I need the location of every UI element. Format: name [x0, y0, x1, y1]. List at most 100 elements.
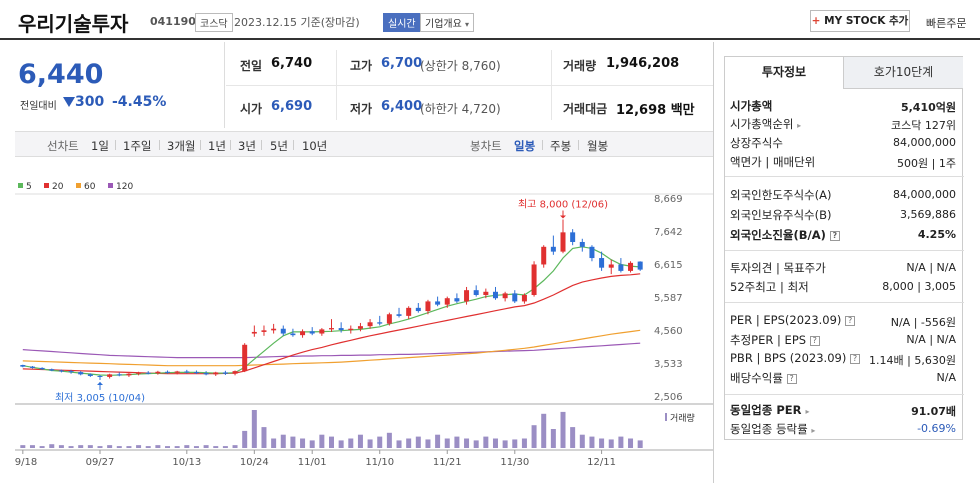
- volume-bar: [541, 413, 547, 448]
- range-weekly[interactable]: 주봉: [550, 139, 572, 153]
- volume-bar: [20, 445, 26, 448]
- volume-bar: [271, 438, 277, 448]
- candle-body: [367, 322, 373, 327]
- candle-body: [454, 298, 460, 302]
- volume-bar: [531, 425, 537, 448]
- range-3y[interactable]: 3년: [238, 139, 256, 153]
- right-divider: [713, 42, 714, 483]
- w52-low-label: 최저: [787, 280, 809, 294]
- volume-bar: [608, 439, 614, 448]
- range-monthly[interactable]: 월봉: [587, 139, 609, 153]
- volume-bar: [203, 445, 209, 448]
- range-1d[interactable]: 1일: [91, 139, 109, 153]
- volume-bar: [193, 446, 199, 448]
- candle-body: [290, 333, 296, 336]
- foreign-limit-label: 외국인한도주식수(A): [730, 188, 832, 202]
- prev-close-label: 전일: [240, 59, 263, 73]
- low-arrow-head: [96, 381, 103, 385]
- range-1w[interactable]: 1주일: [123, 139, 152, 153]
- volume-bar: [415, 436, 421, 448]
- realtime-button[interactable]: 실시간: [383, 13, 421, 32]
- low-annotation: 최저 3,005 (10/04): [55, 392, 145, 404]
- fast-order-link[interactable]: 빠른주문: [926, 17, 967, 30]
- range-10y[interactable]: 10년: [302, 139, 328, 153]
- eps-label: EPS(2023.09): [763, 313, 842, 327]
- volume-bar: [521, 438, 527, 448]
- cap-rank-label-wrap[interactable]: 시가총액순위 ▸: [730, 116, 801, 132]
- legend-swatch-20: [44, 183, 49, 188]
- candle-body: [222, 372, 228, 374]
- volume-bar: [49, 444, 55, 448]
- tab-quote-10[interactable]: 호가10단계: [844, 57, 963, 89]
- pbr-label: PBR: [730, 351, 753, 365]
- candle-body: [521, 294, 527, 302]
- candle-body: [386, 314, 392, 324]
- range-sep: [261, 140, 262, 150]
- target-label: 목표주가: [783, 261, 826, 275]
- volume-bar: [589, 436, 595, 448]
- w52-low-value: 3,005: [924, 280, 957, 293]
- open-label: 시가: [240, 102, 263, 116]
- help-icon[interactable]: ?: [809, 335, 820, 346]
- panel-divider: [725, 250, 964, 251]
- sector-rate-label-wrap[interactable]: 동일업종 등락률 ▸: [730, 421, 815, 437]
- w52-value: 8,000 | 3,005: [882, 280, 956, 293]
- volume-bar: [87, 445, 93, 448]
- candle-body: [155, 371, 161, 374]
- volume-bar: [29, 445, 35, 448]
- volume-legend-swatch: [665, 413, 667, 421]
- candle-body: [242, 344, 248, 372]
- ma20-line: [22, 273, 641, 375]
- candle-chart-label: 봉차트: [470, 139, 502, 153]
- volume-bar: [280, 434, 286, 448]
- candle-body: [271, 328, 277, 331]
- range-1y[interactable]: 1년: [208, 139, 226, 153]
- stock-header: 우리기술투자 041190 코스닥 2023.12.15 기준(장마감) 실시간…: [0, 0, 980, 40]
- upper-limit: (상한가 8,760): [420, 59, 501, 73]
- candle-body: [261, 330, 267, 332]
- help-icon[interactable]: ?: [845, 315, 856, 326]
- est-per-value: N/A: [906, 333, 926, 346]
- base-date: 2023.12.15 기준(장마감): [234, 16, 360, 29]
- eps-value: -556원: [920, 316, 956, 329]
- volume-bar: [222, 446, 228, 448]
- volume-bar: [377, 436, 383, 448]
- div-label-wrap: 배당수익률 ?: [730, 370, 797, 386]
- add-mystock-button[interactable]: + MY STOCK 추가: [810, 10, 910, 32]
- range-sep: [578, 140, 579, 150]
- help-icon[interactable]: ?: [829, 230, 840, 241]
- help-icon[interactable]: ?: [849, 353, 860, 364]
- sector-per-label-wrap[interactable]: 동일업종 PER ▸: [730, 402, 810, 418]
- chevron-down-icon: ▾: [465, 20, 470, 29]
- ma120-line: [22, 342, 641, 359]
- legend-label-60: 60: [84, 182, 96, 192]
- high-label: 고가: [350, 59, 373, 73]
- company-info-dropdown[interactable]: 기업개요 ▾: [420, 13, 475, 32]
- candle-body: [550, 246, 556, 252]
- candle-body: [377, 322, 383, 324]
- help-icon[interactable]: ?: [786, 373, 797, 384]
- plus-icon: +: [811, 15, 821, 27]
- candle-body: [309, 331, 315, 334]
- div-value: N/A: [936, 371, 956, 384]
- volume-bar: [473, 440, 479, 448]
- chevron-right-icon: ▸: [797, 121, 802, 130]
- volume-bar: [68, 446, 74, 448]
- candle-body: [280, 328, 286, 334]
- candle-body: [483, 291, 489, 295]
- est-per-eps-value: N/A | N/A: [906, 333, 956, 346]
- stock-chart[interactable]: 5 20 60 120 8,669 7,642 6,615 5,587 4,560 3,533 2,…: [8, 178, 713, 483]
- range-5y[interactable]: 5년: [270, 139, 288, 153]
- cap-rank-value: 코스닥 127위: [891, 119, 956, 132]
- volume-bar: [107, 445, 113, 448]
- candle-body: [531, 264, 537, 295]
- range-daily[interactable]: 일봉: [514, 139, 536, 153]
- range-3m[interactable]: 3개월: [167, 139, 196, 153]
- sector-rate-label: 동일업종 등락률: [730, 422, 808, 436]
- volume-bar: [155, 445, 161, 448]
- volume-bar: [454, 436, 460, 448]
- face-label: 액면가: [730, 155, 762, 169]
- tab-invest-info[interactable]: 투자정보: [725, 57, 844, 89]
- opinion-target-label: 투자의견 | 목표주가: [730, 261, 826, 275]
- candle-body: [589, 246, 595, 259]
